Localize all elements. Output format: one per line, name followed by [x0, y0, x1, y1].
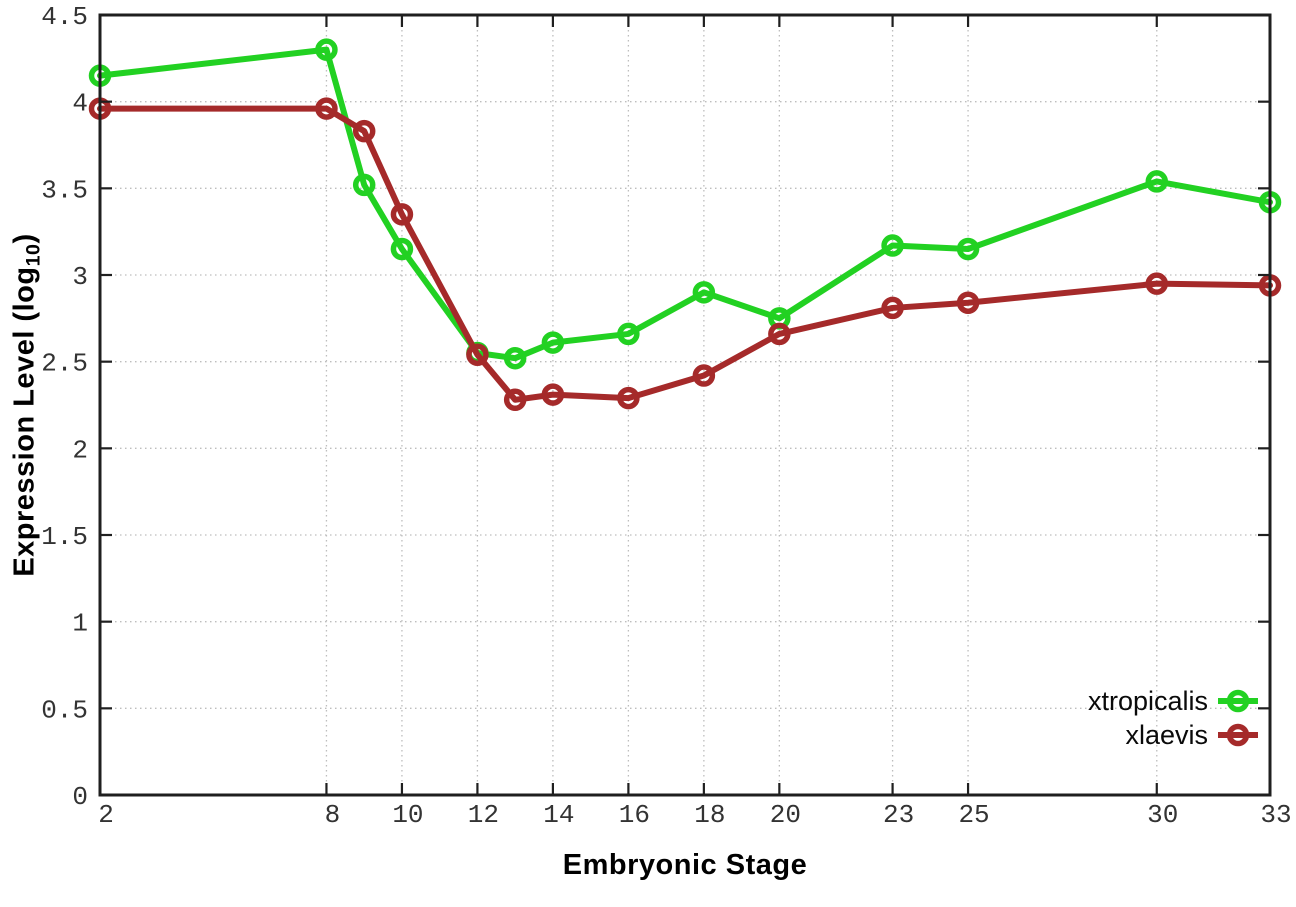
x-tick-label: 30	[1147, 800, 1178, 830]
x-tick-label: 18	[694, 800, 725, 830]
data-point-xtropicalis	[956, 237, 980, 261]
y-axis-title-end: )	[8, 233, 41, 244]
data-point-xtropicalis	[390, 237, 414, 261]
x-tick-label: 25	[958, 800, 989, 830]
x-tick-label: 14	[543, 800, 574, 830]
series-line-xtropicalis	[97, 46, 1273, 362]
data-point-xlaevis	[956, 291, 980, 314]
y-tick-label: 3	[72, 262, 88, 292]
x-tick-label: 23	[883, 800, 914, 830]
data-point-xtropicalis	[692, 281, 716, 304]
data-point-xlaevis	[692, 364, 716, 387]
series-line-xlaevis	[97, 105, 1273, 403]
x-axis-title: Embryonic Stage	[562, 849, 808, 881]
data-point-xlaevis	[315, 97, 338, 120]
data-point-xlaevis	[541, 383, 565, 406]
data-point-xlaevis	[1145, 272, 1169, 295]
x-tick-label: 16	[619, 800, 650, 830]
y-tick-label: 2	[72, 435, 88, 465]
data-point-xtropicalis	[541, 331, 565, 354]
y-axis-title-subscript: 10	[22, 243, 45, 267]
data-point-xtropicalis	[352, 173, 376, 197]
data-point-xlaevis	[617, 386, 640, 410]
x-tick-label: 2	[98, 800, 114, 830]
data-point-xlaevis	[466, 343, 489, 366]
legend-label-xlaevis: xlaevis	[1125, 720, 1208, 750]
y-tick-label: 3.5	[41, 175, 88, 205]
data-point-xtropicalis	[503, 346, 527, 370]
x-tick-label: 8	[325, 800, 341, 830]
data-point-xtropicalis	[315, 38, 338, 61]
data-point-xlaevis	[352, 119, 376, 143]
plot-border	[98, 13, 1272, 797]
data-point-xlaevis	[881, 296, 904, 320]
legend-marker-xtropicalis	[1226, 689, 1250, 713]
data-point-xlaevis	[503, 388, 527, 412]
x-tick-label: 10	[392, 800, 423, 830]
y-tick-label: 4.5	[41, 2, 88, 32]
data-point-xtropicalis	[1145, 170, 1169, 193]
x-tick-label: 20	[770, 800, 801, 830]
x-tick-label: 33	[1260, 800, 1291, 830]
y-tick-label: 2.5	[41, 349, 88, 379]
y-axis-title-main: Expression Level (log	[8, 266, 41, 577]
y-tick-label: 1	[72, 609, 88, 639]
data-point-xlaevis	[390, 203, 414, 226]
data-point-xlaevis	[768, 322, 791, 346]
y-axis-title: Expression Level (log10)	[9, 233, 46, 576]
y-tick-label: 0.5	[41, 695, 88, 725]
y-tick-label: 0	[72, 782, 88, 812]
data-point-xtropicalis	[617, 322, 640, 346]
legend-label-xtropicalis: xtropicalis	[1088, 686, 1208, 716]
legend-marker-xlaevis	[1226, 723, 1250, 747]
y-tick-label: 1.5	[41, 522, 88, 552]
data-point-xtropicalis	[881, 234, 904, 257]
x-tick-label: 12	[468, 800, 499, 830]
y-tick-label: 4	[72, 89, 88, 119]
